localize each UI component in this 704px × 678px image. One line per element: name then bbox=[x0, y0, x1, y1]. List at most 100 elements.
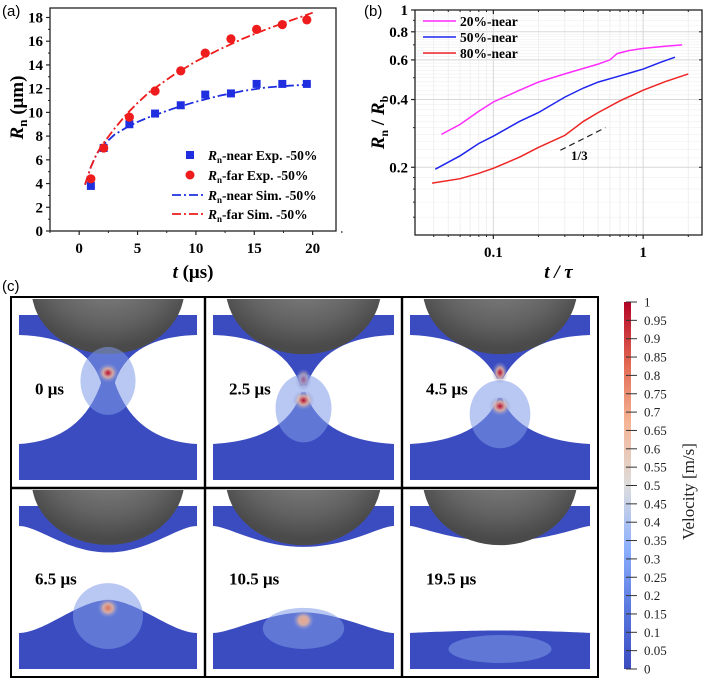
colorbar-tick-label: 0.95 bbox=[644, 313, 667, 328]
snapshot-cell: 19.5 μs bbox=[409, 490, 591, 669]
data-point-square bbox=[176, 101, 185, 110]
series-line-50%-near bbox=[434, 56, 676, 170]
colorbar-tick-label: 0.35 bbox=[644, 533, 667, 548]
legend-label: 80%-near bbox=[460, 46, 518, 61]
data-point-circle bbox=[277, 20, 287, 30]
x-axis-title-var: t bbox=[173, 262, 179, 283]
legend-label-var: R bbox=[207, 207, 217, 222]
snapshot-cell: 6.5 μs bbox=[19, 490, 197, 669]
panel-label-a: (a) bbox=[2, 3, 20, 20]
colorbar-tick-label: 0.1 bbox=[644, 625, 660, 640]
data-point-circle bbox=[150, 86, 160, 96]
data-point-circle bbox=[124, 112, 134, 122]
legend-label-sub: n bbox=[217, 195, 222, 205]
data-point-circle bbox=[99, 143, 109, 153]
x-axis-title: t / τ bbox=[544, 262, 573, 283]
colorbar-tick-label: 0.75 bbox=[644, 386, 667, 401]
colorbar-tick-label: 0.7 bbox=[644, 405, 661, 420]
colorbar-title: Velocity [m/s] bbox=[679, 443, 698, 540]
colorbar-tick-label: 0.8 bbox=[644, 368, 660, 383]
snapshot-time-label: 19.5 μs bbox=[426, 570, 477, 589]
sphere bbox=[423, 490, 577, 546]
legend-label-var: R bbox=[207, 188, 217, 203]
bottom-hotspot bbox=[292, 610, 315, 631]
y-tick-label: 10 bbox=[28, 105, 43, 121]
y-axis-title-sep: / bbox=[368, 115, 389, 130]
snapshot-cell: 10.5 μs bbox=[213, 490, 394, 669]
y-tick-label: 2 bbox=[36, 200, 44, 216]
plot-frame bbox=[414, 9, 703, 236]
series-line-20%-near bbox=[441, 44, 683, 136]
snapshot-time-label: 0 μs bbox=[35, 380, 64, 399]
y-tick-label: 14 bbox=[28, 58, 44, 74]
legend-label-var: R bbox=[207, 148, 217, 163]
y-tick-label: 12 bbox=[28, 82, 43, 98]
velocity-colorbar: 0 0.05 0.1 0.15 0.2 0.25 0.3 0.35 0.4 0.45 0.5 0.55… bbox=[624, 295, 698, 677]
bottom-hotspot bbox=[97, 598, 119, 619]
x-tick-label: 10 bbox=[188, 241, 203, 257]
y-tick-label: 0.6 bbox=[389, 53, 408, 69]
colorbar-tick-label: 0.85 bbox=[644, 350, 667, 365]
x-tick-label: 20 bbox=[305, 241, 320, 257]
colorbar-tick-label: 0.4 bbox=[644, 515, 661, 530]
data-point-square bbox=[302, 79, 311, 88]
y-axis-title-sub: n bbox=[377, 130, 391, 137]
legend-label: 20%-near bbox=[460, 14, 518, 29]
panel-c-snapshots: 0 μs 2.5 μs 4.5 μs 6.5 μs 10.5 μs 19.5 μs bbox=[10, 296, 599, 678]
snapshot-content bbox=[19, 490, 197, 669]
sphere bbox=[32, 299, 184, 354]
sphere bbox=[423, 299, 577, 355]
data-point-square bbox=[201, 90, 210, 99]
snapshot-content bbox=[213, 299, 394, 480]
data-point-square bbox=[226, 89, 235, 98]
legend-label-sub: n bbox=[217, 214, 222, 224]
snapshot-content bbox=[19, 299, 197, 480]
sphere bbox=[32, 490, 184, 545]
slope-reference-line bbox=[560, 127, 606, 151]
y-axis-title-sub2: b bbox=[377, 95, 391, 102]
snapshot-content bbox=[410, 299, 590, 480]
legend-label: Rn-near Sim. -50% bbox=[207, 188, 317, 205]
y-tick-label: 8 bbox=[36, 129, 44, 145]
snapshot-cell: 2.5 μs bbox=[213, 299, 394, 480]
panel-label-b: (b) bbox=[364, 3, 382, 20]
colorbar-tick-label: 0.9 bbox=[644, 331, 660, 346]
colorbar-tick-label: 0.65 bbox=[644, 423, 667, 438]
legend: Rn-near Exp. -50%Rn-far Exp. -50%Rn-near… bbox=[172, 148, 317, 224]
snapshot-time-label: 4.5 μs bbox=[426, 380, 468, 399]
colorbar-tick-label: 0.45 bbox=[644, 496, 667, 511]
y-tick-label: 0.8 bbox=[389, 25, 408, 41]
legend-label: 50%-near bbox=[460, 30, 518, 45]
data-point-square bbox=[278, 79, 287, 88]
legend-label-text: -near Exp. -50% bbox=[222, 148, 317, 163]
x-tick-label: 0.1 bbox=[484, 245, 503, 261]
plot-frame bbox=[49, 7, 337, 232]
colorbar-tick-label: 0 bbox=[644, 662, 651, 677]
data-point-square bbox=[86, 181, 95, 190]
snapshot-grid-border bbox=[10, 296, 599, 678]
sphere bbox=[226, 490, 381, 546]
colorbar-tick-label: 0.2 bbox=[644, 588, 660, 603]
data-point-circle bbox=[176, 66, 186, 76]
data-point-circle bbox=[226, 34, 236, 44]
y-tick-label: 0.4 bbox=[389, 93, 408, 109]
film-glow bbox=[448, 635, 552, 663]
legend-label-text: -far Exp. -50% bbox=[222, 168, 308, 183]
data-point-square bbox=[151, 109, 160, 118]
colorbar-tick-label: 0.6 bbox=[644, 441, 661, 456]
grid bbox=[414, 9, 702, 235]
y-axis-title: Rn (μm) bbox=[7, 76, 30, 141]
x-tick-label: 15 bbox=[247, 241, 262, 257]
colorbar-tick-label: 0.55 bbox=[644, 460, 667, 475]
y-tick-label: 4 bbox=[36, 177, 44, 193]
legend-label-text: -far Sim. -50% bbox=[222, 207, 308, 222]
top-hotspot bbox=[492, 361, 508, 384]
y-tick-label: 16 bbox=[28, 34, 44, 50]
snapshot-time-label: 6.5 μs bbox=[35, 570, 77, 589]
data-point-circle bbox=[86, 174, 96, 184]
sphere bbox=[226, 299, 381, 355]
y-axis-title-sub: n bbox=[15, 119, 30, 127]
legend-label-sub: n bbox=[217, 175, 222, 185]
